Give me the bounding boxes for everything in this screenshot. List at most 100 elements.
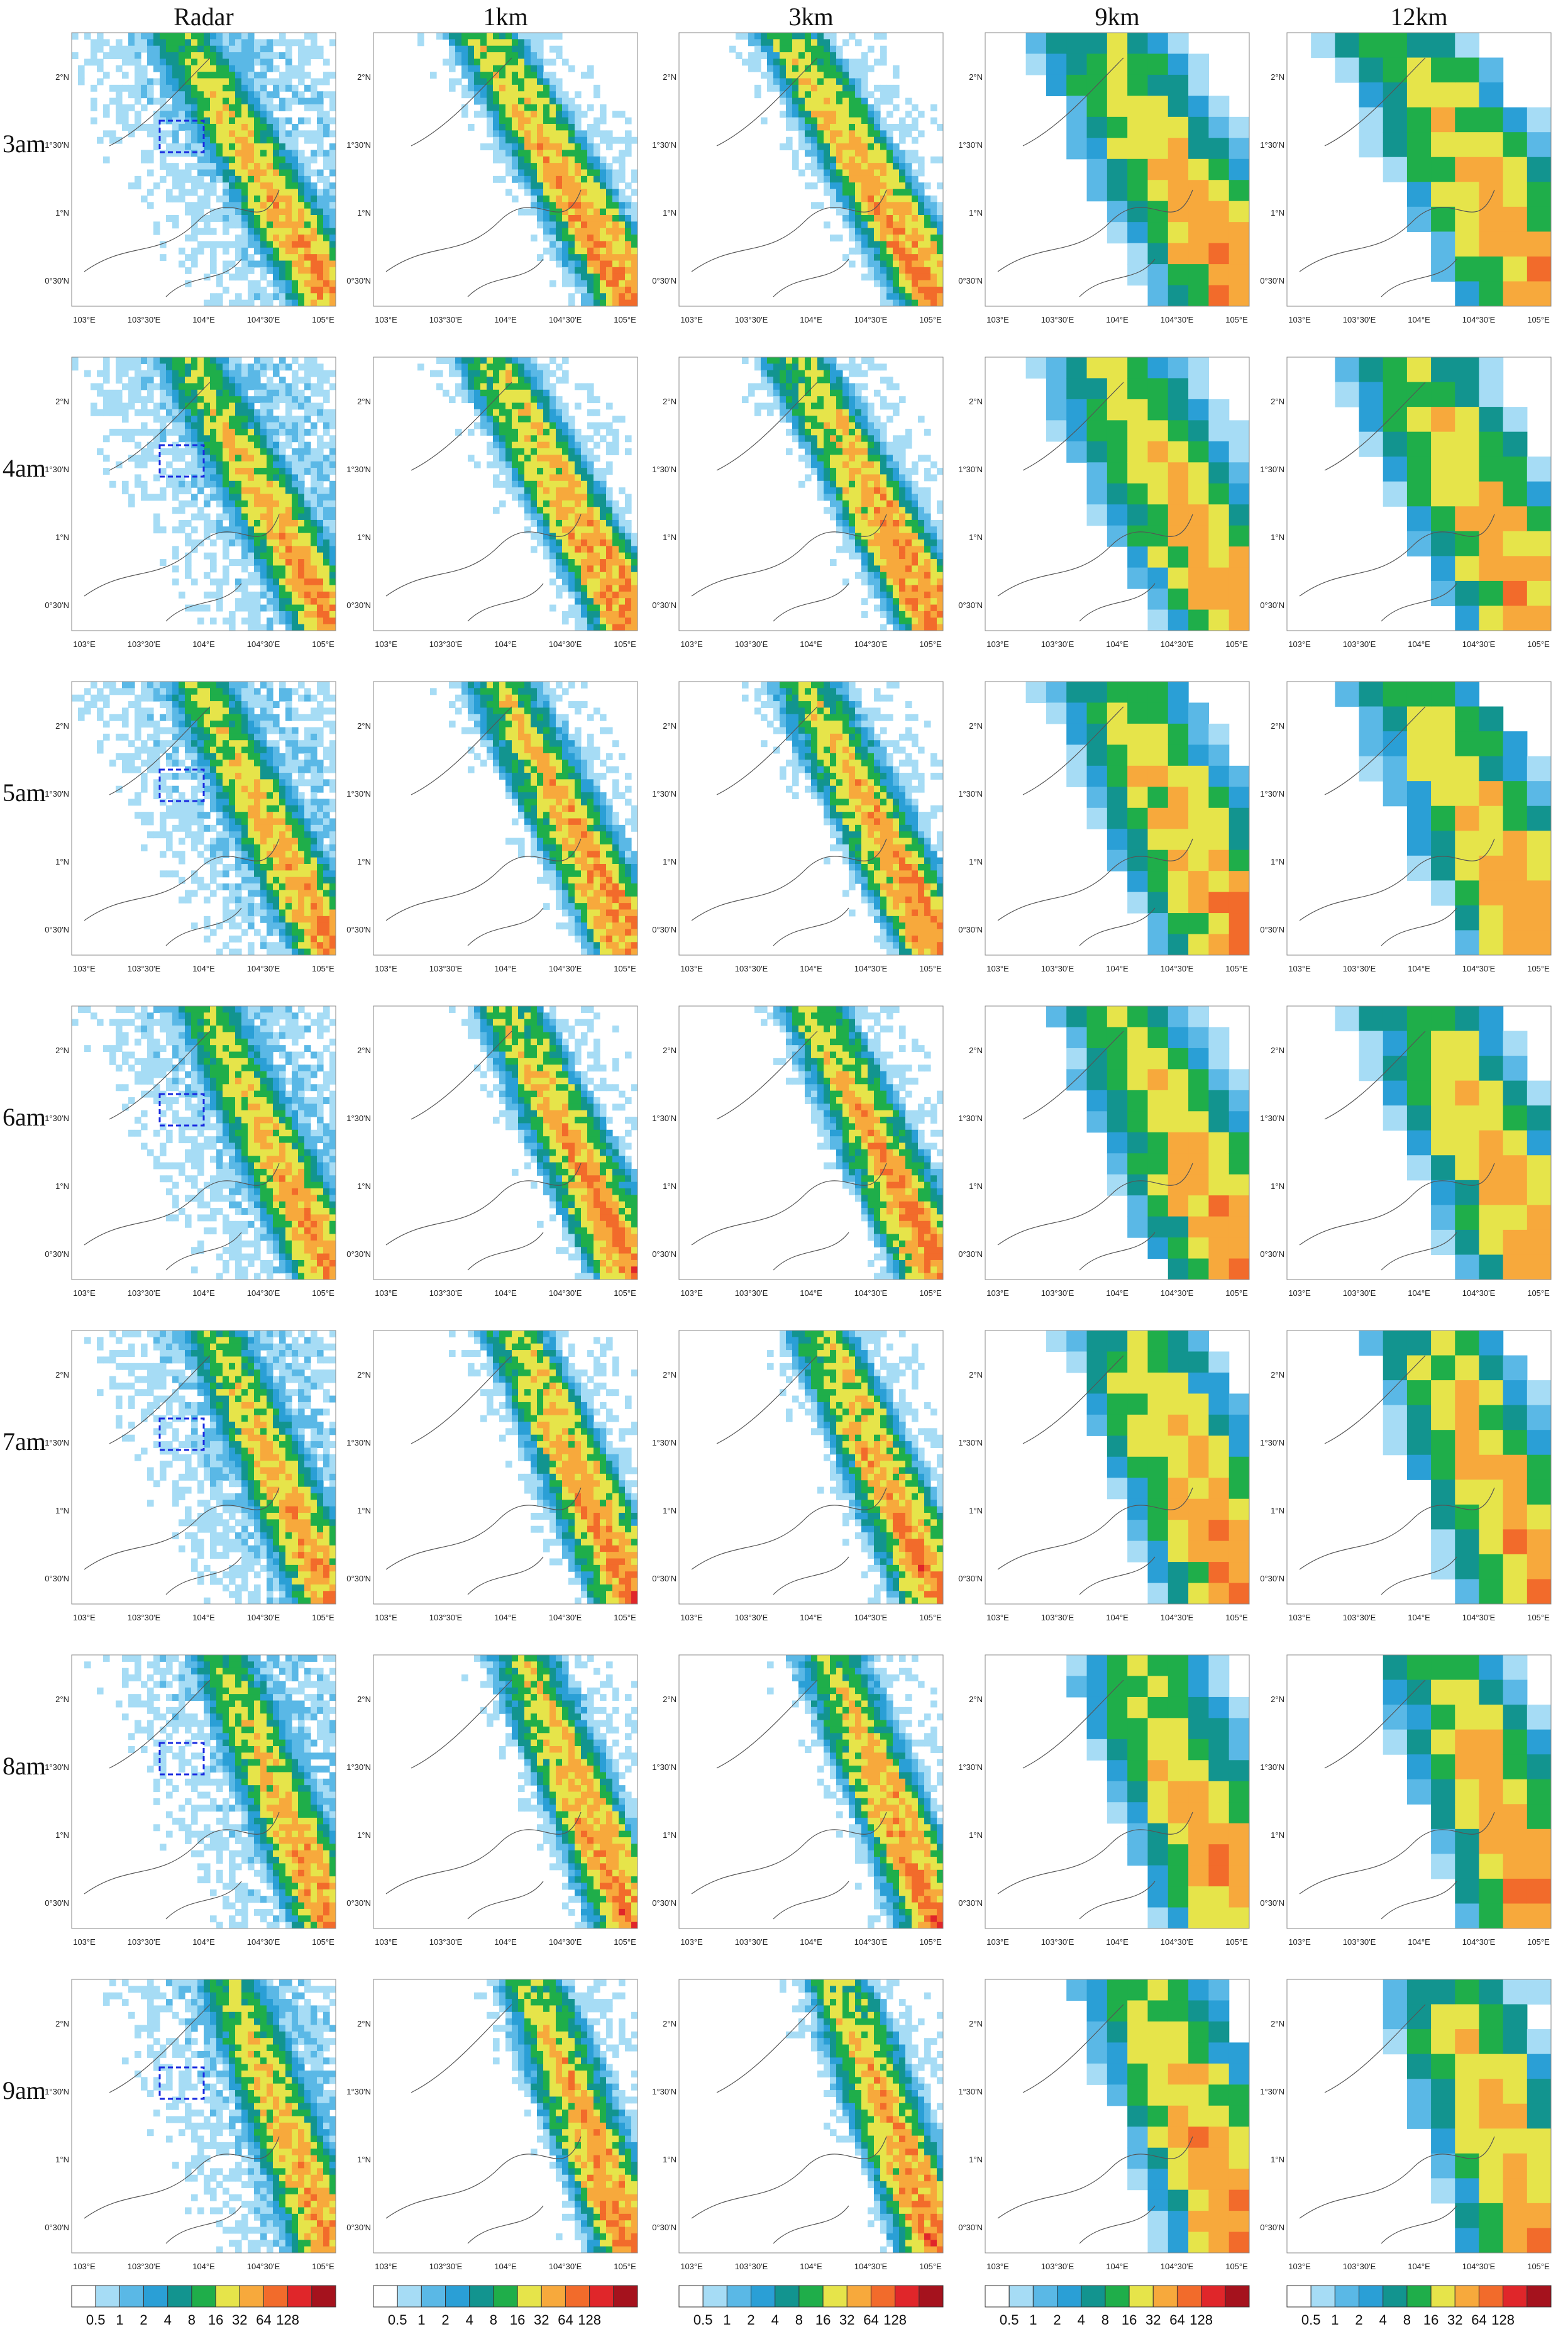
rain-cell xyxy=(531,383,538,390)
rain-cell xyxy=(594,169,600,177)
rain-cell xyxy=(619,267,626,274)
rain-cell xyxy=(1406,82,1432,108)
rain-cell xyxy=(543,104,550,111)
rain-cell xyxy=(185,169,192,177)
rain-cell xyxy=(103,435,110,443)
rain-cell xyxy=(191,383,198,390)
rain-cell xyxy=(317,377,324,384)
rain-cell xyxy=(893,468,900,475)
rain-cell xyxy=(267,221,273,229)
rain-cell xyxy=(861,104,868,111)
rain-cell xyxy=(625,247,632,255)
rain-cell xyxy=(537,435,544,443)
rain-cell xyxy=(166,383,173,390)
rain-cell xyxy=(185,363,192,371)
rain-cell xyxy=(830,65,837,72)
rain-cell xyxy=(824,480,831,488)
rain-cell xyxy=(160,526,167,534)
rain-cell xyxy=(600,480,607,488)
rain-cell xyxy=(811,150,818,157)
rain-cell xyxy=(267,267,273,274)
rain-cell xyxy=(487,130,494,138)
rain-cell xyxy=(191,428,198,436)
rain-cell xyxy=(260,552,267,560)
rain-cell xyxy=(210,389,217,397)
rain-cell xyxy=(811,130,818,138)
rain-cell xyxy=(594,247,600,255)
rain-cell xyxy=(556,377,563,384)
rain-cell xyxy=(880,513,887,521)
rain-cell xyxy=(849,228,856,235)
rain-cell xyxy=(493,156,500,163)
rain-cell xyxy=(619,559,626,567)
rain-cell xyxy=(905,215,912,222)
rain-cell xyxy=(568,104,575,111)
rain-cell xyxy=(524,189,531,196)
rain-cell xyxy=(229,33,236,40)
rain-cell xyxy=(880,624,887,631)
rain-cell xyxy=(191,526,198,534)
rain-cell xyxy=(153,455,160,462)
rain-cell xyxy=(323,111,330,118)
rain-cell xyxy=(197,130,204,138)
rain-cell xyxy=(185,208,192,216)
rain-cell xyxy=(493,175,500,183)
rain-cell xyxy=(880,156,887,163)
rain-cell xyxy=(254,202,261,209)
rain-cell xyxy=(273,228,280,235)
rain-cell xyxy=(631,254,638,262)
rain-cell xyxy=(323,221,330,229)
rain-cell xyxy=(311,494,317,501)
rain-cell xyxy=(254,617,261,625)
coastline xyxy=(84,57,280,297)
rain-cell xyxy=(581,585,588,592)
rain-cell xyxy=(594,280,600,287)
rain-cell xyxy=(285,617,292,625)
rain-cell xyxy=(537,539,544,546)
rain-cell xyxy=(317,91,324,99)
rain-cell xyxy=(594,150,600,157)
rain-cell xyxy=(868,215,875,222)
rain-cell xyxy=(899,507,906,514)
rain-cell xyxy=(1383,82,1408,108)
rain-cell xyxy=(594,572,600,579)
rain-cell xyxy=(861,519,868,527)
rain-cell xyxy=(210,559,217,567)
rain-cell xyxy=(830,448,837,455)
rain-cell xyxy=(549,72,556,79)
rain-cell xyxy=(549,104,556,111)
rain-cell xyxy=(267,182,273,190)
rain-cell xyxy=(842,389,849,397)
rain-cell xyxy=(805,409,812,416)
rain-cell xyxy=(792,104,799,111)
rain-cell xyxy=(836,65,843,72)
rain-cell xyxy=(216,58,223,66)
rain-cell xyxy=(893,526,900,534)
rain-cell xyxy=(824,494,831,501)
rain-cell xyxy=(191,260,198,268)
rain-cell xyxy=(273,52,280,60)
rain-cell xyxy=(216,591,223,599)
rain-cell xyxy=(631,585,638,592)
rain-cell xyxy=(241,260,248,268)
rain-cell xyxy=(830,58,837,66)
rain-cell xyxy=(241,591,248,599)
rain-cell xyxy=(556,480,563,488)
rain-cell xyxy=(273,163,280,170)
rain-cell xyxy=(505,156,512,163)
rain-cell xyxy=(581,136,588,144)
rain-cell xyxy=(786,136,793,144)
rain-cell xyxy=(1455,231,1480,257)
rain-cell xyxy=(292,370,299,377)
rain-cell xyxy=(329,468,336,475)
rain-cell xyxy=(241,494,248,501)
rain-cell xyxy=(166,370,173,377)
rain-cell xyxy=(141,448,148,455)
rain-cell xyxy=(311,611,317,618)
rain-cell xyxy=(109,409,116,416)
rain-cell xyxy=(518,117,525,124)
rain-cell xyxy=(531,175,538,183)
rain-cell xyxy=(204,78,211,86)
rain-cell xyxy=(267,215,273,222)
rain-cell xyxy=(474,409,481,416)
